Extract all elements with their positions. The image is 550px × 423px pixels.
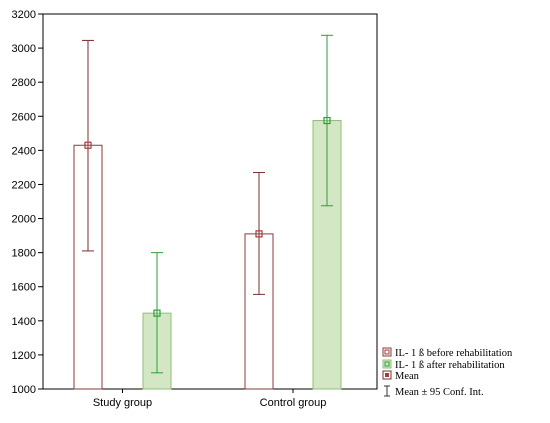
mean-marker-series-0-category-0: [84, 141, 92, 149]
mean-marker-icon: [382, 370, 392, 380]
mean-marker-series-0-category-1: [255, 230, 263, 238]
y-tick-label: 2400: [12, 145, 36, 157]
y-tick-label: 1400: [12, 316, 36, 328]
y-tick-label: 2600: [12, 111, 36, 123]
y-tick-label: 1000: [12, 384, 36, 396]
legend-label-ci: Mean ± 95 Conf. Int.: [395, 387, 484, 398]
mean-marker-series-1-category-0: [153, 309, 161, 317]
y-tick-label: 1200: [12, 350, 36, 362]
legend-label-series-1: IL- 1 ß after rehabilitation: [395, 360, 505, 371]
legend-label-mean: Mean: [395, 371, 420, 382]
x-category-label: Study group: [93, 397, 152, 409]
y-tick-label: 1600: [12, 282, 36, 294]
y-tick-label: 3000: [12, 43, 36, 55]
legend-label-series-0: IL- 1 ß before rehabilitation: [395, 348, 513, 359]
y-tick-label: 2000: [12, 214, 36, 226]
error-bar-icon: [384, 385, 390, 397]
plot-frame: [42, 13, 378, 390]
legend-swatch-icon-1: [382, 359, 392, 369]
x-category-label: Control group: [260, 397, 327, 409]
legend-swatch-icon-0: [382, 347, 392, 357]
y-tick-label: 1800: [12, 248, 36, 260]
y-tick-label: 3200: [12, 9, 36, 21]
y-tick-label: 2800: [12, 77, 36, 89]
mean-marker-series-1-category-1: [323, 116, 331, 125]
y-tick-label: 2200: [12, 179, 36, 191]
